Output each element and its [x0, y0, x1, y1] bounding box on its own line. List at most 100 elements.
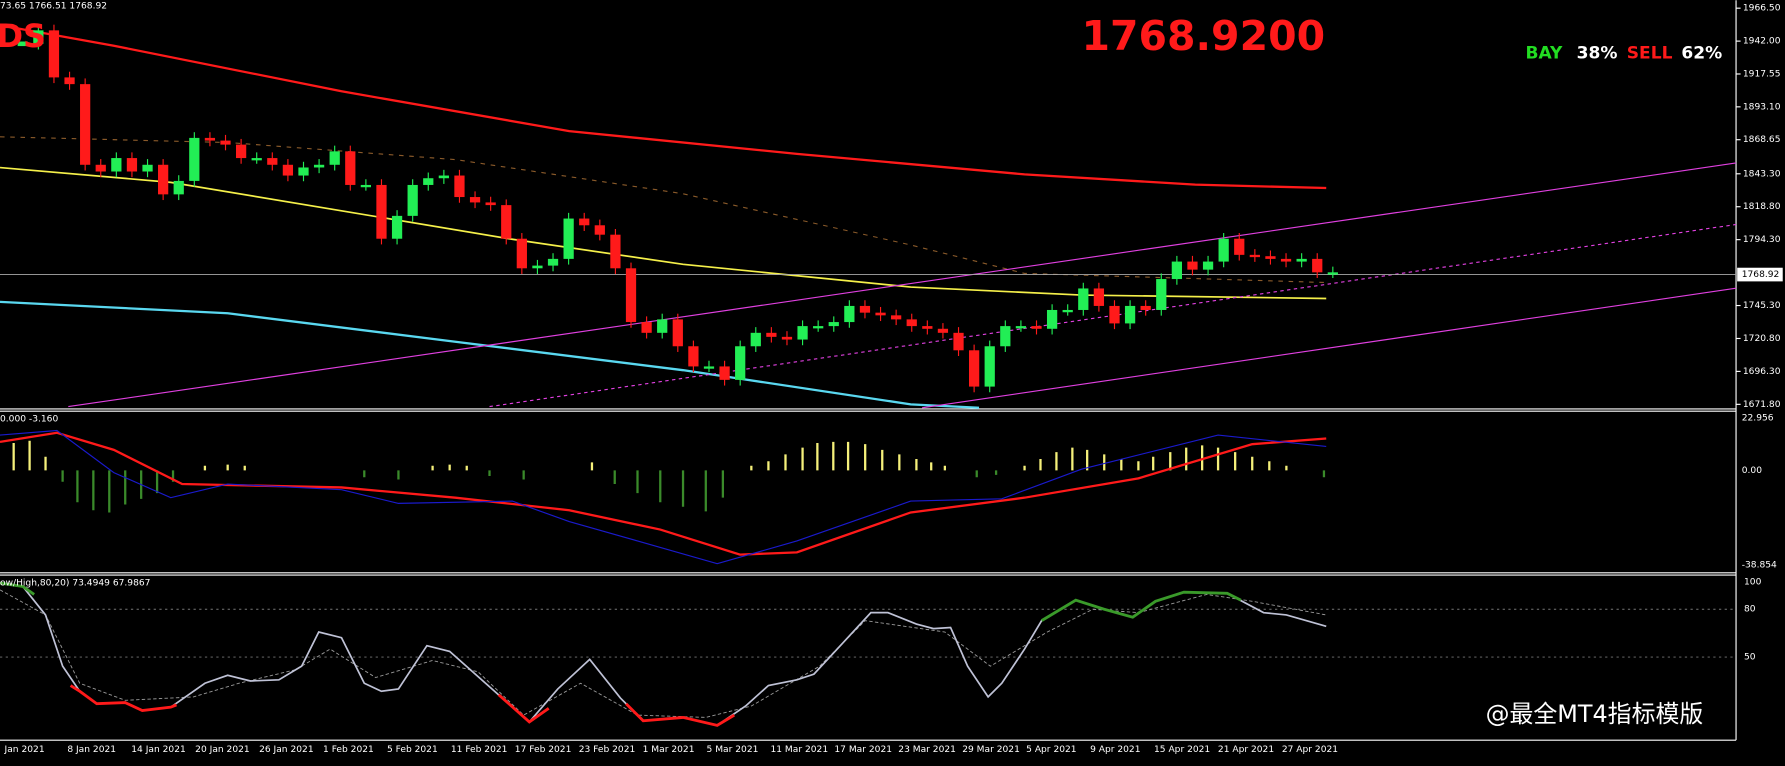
candle	[1280, 258, 1292, 262]
price-axis-label: 1893.10	[1743, 102, 1781, 112]
candle	[423, 178, 434, 185]
candle	[735, 346, 746, 380]
date-label: Jan 2021	[4, 745, 45, 755]
ma-yellow	[0, 166, 1327, 300]
candle	[984, 346, 995, 387]
candle	[579, 218, 590, 226]
candle	[158, 164, 169, 195]
candle	[80, 84, 91, 165]
candle	[844, 305, 855, 323]
candle	[1062, 309, 1073, 313]
stoch-oversold	[69, 684, 177, 713]
candle	[48, 30, 60, 78]
candle	[1078, 288, 1089, 310]
date-label: 5 Feb 2021	[387, 745, 438, 755]
candle	[298, 167, 309, 176]
macd-header: 0.000 -3.160	[0, 415, 58, 425]
stoch-signal	[0, 589, 1327, 718]
date-label: 1 Mar 2021	[643, 745, 695, 755]
date-label: 23 Mar 2021	[898, 745, 956, 755]
candle	[1124, 305, 1136, 324]
candle	[547, 258, 559, 266]
candle	[563, 218, 574, 259]
candle	[891, 315, 902, 320]
macd-main	[0, 429, 1327, 565]
price-axis-label: 1720.80	[1743, 334, 1781, 344]
candle	[625, 268, 637, 323]
watermark: @最全MT4指标模版	[1486, 700, 1704, 728]
date-label: 23 Feb 2021	[579, 745, 636, 755]
date-axis: Jan 2021 8 Jan 2021 14 Jan 2021 20 Jan 2021…	[4, 745, 1339, 755]
stoch-axis-label: 50	[1744, 653, 1756, 663]
candle	[33, 30, 44, 44]
candle	[251, 158, 262, 161]
date-label: 21 Apr 2021	[1218, 745, 1274, 755]
candle	[1031, 326, 1042, 329]
stoch-overbought	[1040, 590, 1242, 622]
ma-red	[0, 24, 1327, 190]
candle	[1140, 305, 1151, 310]
candle	[1093, 288, 1105, 306]
candle	[313, 164, 325, 168]
candle	[1046, 309, 1058, 329]
candle	[485, 202, 496, 206]
candle	[875, 312, 886, 316]
date-label: 27 Apr 2021	[1282, 745, 1338, 755]
candle	[532, 265, 543, 269]
candle	[1265, 256, 1276, 259]
price-tag: 1768.92	[1742, 270, 1780, 280]
date-label: 11 Mar 2021	[770, 745, 828, 755]
candle	[594, 225, 605, 235]
candle	[641, 322, 652, 333]
big-price: 1768.9200	[1081, 12, 1325, 60]
price-axis-label: 1745.30	[1743, 301, 1781, 311]
date-label: 8 Jan 2021	[67, 745, 116, 755]
candle	[1187, 261, 1198, 270]
date-label: 14 Jan 2021	[131, 745, 186, 755]
header-info: 73.65 1766.51 1768.92	[0, 1, 107, 11]
candle	[204, 137, 216, 141]
price-axis-label: 1794.30	[1743, 235, 1781, 245]
candle	[1327, 272, 1338, 275]
candle	[95, 164, 106, 172]
candle	[813, 326, 824, 329]
stoch-axis-label: 80	[1744, 605, 1756, 615]
candle	[797, 326, 808, 340]
stoch-oversold	[497, 693, 550, 724]
candle	[376, 184, 387, 239]
price-tag-box	[1737, 267, 1783, 282]
macd-signal	[0, 431, 1327, 556]
date-label: 15 Apr 2021	[1154, 745, 1210, 755]
sell-label: SELL	[1627, 44, 1673, 64]
date-label: 9 Apr 2021	[1090, 745, 1140, 755]
candle	[454, 175, 465, 198]
candle	[781, 336, 793, 340]
candle	[501, 205, 512, 239]
channel-top	[68, 162, 1737, 408]
candle	[111, 158, 122, 172]
candle	[126, 158, 138, 172]
price-axis-label: 1966.50	[1743, 4, 1781, 14]
candles	[17, 24, 1338, 393]
candle	[345, 151, 356, 185]
candle	[267, 158, 278, 165]
date-label: 5 Apr 2021	[1026, 745, 1076, 755]
candle	[407, 184, 418, 216]
candle	[360, 184, 372, 188]
corner-title: DS	[0, 17, 46, 55]
stoch-levels	[0, 608, 1737, 658]
candle	[1015, 326, 1027, 329]
stoch-oversold	[625, 702, 735, 727]
candle	[1109, 305, 1120, 324]
stoch-overbought	[0, 581, 35, 596]
macd-axis-label: -38.854	[1742, 560, 1777, 570]
candle	[828, 322, 839, 327]
candle	[173, 180, 184, 195]
ma-cyan	[0, 300, 980, 409]
candle	[937, 328, 949, 333]
bay-pct: 38%	[1577, 44, 1618, 64]
candle	[688, 346, 699, 367]
candle	[516, 238, 527, 269]
candle	[750, 332, 761, 347]
sell-pct: 62%	[1681, 44, 1722, 64]
